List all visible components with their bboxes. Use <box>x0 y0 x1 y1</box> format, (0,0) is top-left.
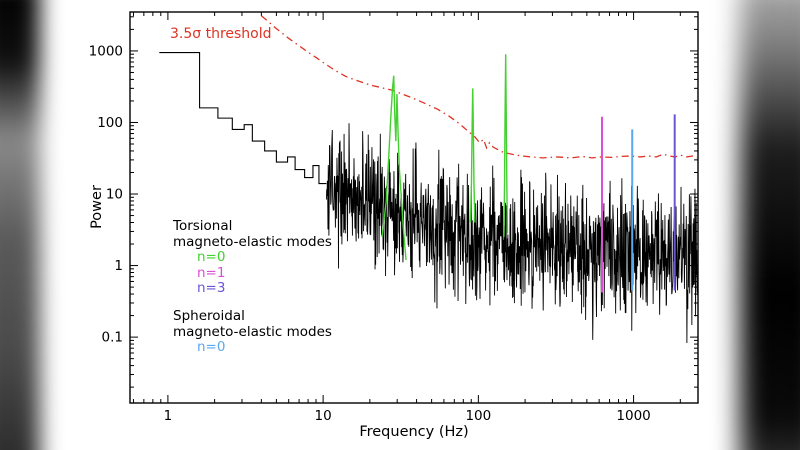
x-axis-label: Frequency (Hz) <box>359 424 469 440</box>
torsional-mode-entries: n=0 n=1 n=3 <box>173 250 332 297</box>
threshold-label: 3.5σ threshold <box>170 26 272 42</box>
mode-label-n0: n=0 <box>197 249 226 266</box>
letterbox-blur-right <box>740 0 800 450</box>
power-spectrum-steps <box>159 51 327 185</box>
letterbox-blur-left <box>0 0 40 450</box>
mode-peak-torsional-n0 <box>503 54 509 238</box>
mode-label-n3: n=3 <box>197 280 226 297</box>
noise-trace <box>325 123 699 344</box>
spheroidal-title-line1: Spheroidal <box>173 308 245 324</box>
y-tick-label: 10 <box>106 187 123 203</box>
y-tick-label: 0.1 <box>102 330 123 346</box>
y-axis-label: Power <box>89 185 105 229</box>
spheroidal-mode-entries: n=0 <box>173 340 332 356</box>
spheroidal-modes-legend: Spheroidal magneto-elastic modes n=0 <box>173 308 332 356</box>
mode-label-n0: n=0 <box>197 339 226 356</box>
y-tick-label: 1 <box>114 258 123 274</box>
mode-peak-torsional-n0 <box>469 88 476 223</box>
x-tick-label: 1000 <box>616 408 650 424</box>
mode-label-n1: n=1 <box>197 264 226 281</box>
x-tick-label: 10 <box>315 408 332 424</box>
torsional-title-line1: Torsional <box>173 218 233 234</box>
plot-frame <box>129 11 699 404</box>
torsional-modes-legend: Torsional magneto-elastic modes n=0 n=1 n=… <box>173 218 332 297</box>
y-tick-label: 1000 <box>89 43 123 59</box>
x-tick-label: 1 <box>164 408 173 424</box>
threshold-line <box>260 15 698 159</box>
spheroidal-title-line2: magneto-elastic modes <box>173 323 332 340</box>
mode-peak-torsional-n0 <box>381 75 407 260</box>
x-tick-label: 100 <box>465 408 491 424</box>
y-tick-label: 100 <box>97 115 123 131</box>
torsional-title-line2: magneto-elastic modes <box>173 233 332 250</box>
